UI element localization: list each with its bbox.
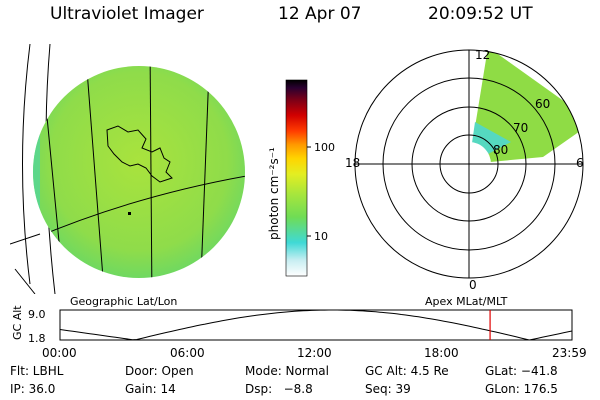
altitude-plot: 9.0 1.8 GC Alt: [11, 305, 573, 344]
ip-value: IP: 36.0: [10, 382, 56, 396]
colorbar: 100 10 photon cm⁻²s⁻¹: [267, 79, 335, 277]
seq-value: Seq: 39: [365, 382, 411, 396]
time-tick-0600: 06:00: [170, 346, 205, 360]
alt-max-label: 9.0: [28, 308, 46, 321]
alt-min-label: 1.8: [28, 332, 46, 344]
aurora-wedge: [469, 50, 583, 164]
glon-value: GLon: 176.5: [485, 382, 558, 396]
glat-value: GLat: −41.8: [485, 364, 558, 378]
gain-value: Gain: 14: [125, 382, 176, 396]
mlat-label-70: 70: [513, 121, 528, 135]
header-time: 20:09:52 UT: [428, 4, 533, 24]
altitude-curve: [59, 309, 573, 341]
door-value: Door: Open: [125, 364, 194, 378]
filter-value: Flt: LBHL: [10, 364, 64, 378]
geographic-image: [10, 44, 245, 294]
polar-plot: 12 18 6 0 60 70 80: [345, 48, 584, 292]
time-tick-1200: 12:00: [297, 346, 332, 360]
coastline-outline: [106, 125, 173, 183]
earth-disk: [33, 66, 245, 278]
header-date: 12 Apr 07: [278, 4, 362, 24]
alt-axis-label: GC Alt: [11, 305, 24, 340]
mlat-label-60: 60: [535, 97, 550, 111]
colorbar-tick-100: 100: [314, 141, 335, 154]
mode-value: Mode: Normal: [245, 364, 329, 378]
apex-panel-label: Apex MLat/MLT: [425, 295, 508, 308]
gc-alt-value: GC Alt: 4.5 Re: [365, 364, 449, 378]
mlt-label-6: 6: [576, 156, 584, 170]
mlt-label-12: 12: [475, 48, 490, 62]
mlt-label-18: 18: [345, 156, 360, 170]
colorbar-tick-10: 10: [314, 230, 328, 243]
geographic-panel-label: Geographic Lat/Lon: [70, 295, 178, 308]
dsp-value: Dsp: −8.8: [245, 382, 313, 396]
mlt-label-0: 0: [469, 278, 477, 292]
mlat-label-80: 80: [493, 143, 508, 157]
app-title: Ultraviolet Imager: [50, 4, 204, 24]
time-tick-1800: 18:00: [424, 346, 459, 360]
colorbar-label: photon cm⁻²s⁻¹: [267, 147, 281, 240]
time-tick-0000: 00:00: [42, 346, 77, 360]
time-tick-2359: 23:59: [552, 346, 587, 360]
